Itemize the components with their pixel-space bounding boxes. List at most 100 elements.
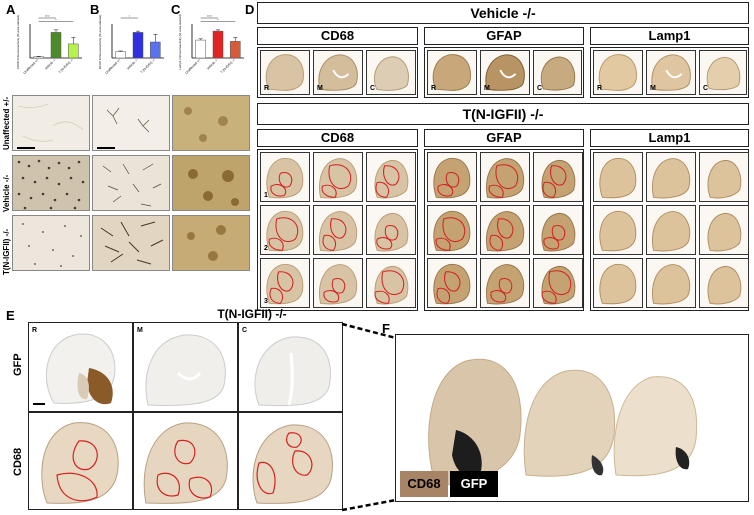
brain-tile: R: [593, 50, 643, 95]
scale-bar: [33, 403, 45, 405]
bar: [195, 39, 206, 59]
brain-tile: [593, 152, 643, 202]
brain-tile: [699, 205, 749, 255]
brain-tile: [313, 258, 363, 308]
panel-label-d: D: [245, 2, 255, 17]
panel-label-e: E: [6, 308, 15, 323]
mouse-number: 2: [264, 245, 268, 252]
tick-label: Unaffected +/-: [22, 58, 39, 75]
brain-tile: [593, 205, 643, 255]
tick-label: T (N-IGFII) -/-: [220, 58, 236, 74]
legend-cd68: CD68: [400, 471, 448, 497]
brain-tile: [366, 205, 416, 255]
brain-tile: M: [646, 50, 696, 95]
brain-tile: [480, 258, 530, 308]
legend-gfp: GFP: [450, 471, 498, 497]
bar: [50, 32, 62, 59]
d-tn-header: T(N-IGFII) -/-: [257, 103, 749, 125]
brain-tile: C: [699, 50, 747, 95]
brain-tile: 1: [260, 152, 310, 202]
significance-label: ****: [207, 15, 213, 19]
brain-tile: [699, 152, 749, 202]
e-cd68-m: [133, 412, 238, 510]
panel-label-a: A: [6, 2, 16, 17]
tick-label: T (N-IGFII) -/-: [140, 58, 156, 74]
bar: [230, 41, 241, 59]
micrograph-b-tn: [92, 215, 170, 271]
e-row-label-gfp: GFP: [12, 353, 24, 376]
e-row-label-cd68: CD68: [12, 447, 24, 476]
micrograph-a-tn: [12, 215, 90, 271]
significance-label: ****: [45, 15, 51, 19]
micrograph-c-unaffected: [172, 95, 250, 151]
d-vehicle-cd68-header: CD68: [257, 27, 418, 45]
brain-tile: [480, 152, 530, 202]
brain-tile: [646, 152, 696, 202]
bar: [212, 30, 224, 59]
e-cd68-c: [238, 412, 343, 510]
mouse-number: 3: [264, 298, 268, 305]
brain-tile: [366, 258, 416, 308]
brain-tile: [366, 152, 416, 202]
mouse-number: 1: [264, 192, 268, 199]
brain-tile: [480, 205, 530, 255]
significance-label: *: [217, 18, 219, 22]
tick-label: Vehicle -/-: [44, 58, 57, 71]
micrograph-b-unaffected: [92, 95, 170, 151]
bar: [150, 41, 161, 59]
chart-b: GFAP immunoreactivity (% area stained) Un…: [96, 14, 168, 86]
e-title: T(N-IGFII) -/-: [217, 307, 287, 321]
brain-tile: C: [366, 50, 416, 95]
tick-label: Vehicle -/-: [126, 58, 139, 71]
brain-tile: M: [480, 50, 530, 95]
bar: [33, 56, 44, 59]
brain-tile: [313, 205, 363, 255]
e-gfp-c: C: [238, 322, 343, 412]
row-label-vehicle: Vehicle -/-: [2, 174, 11, 212]
chart-a: CD68 immunoreactivity (% area stained) Un…: [14, 14, 86, 86]
brain-tile: R: [260, 50, 310, 95]
micrograph-a-unaffected: [12, 95, 90, 151]
tick-label: Unaffected +/-: [184, 58, 201, 75]
tick-label: T (N-IGFII) -/-: [58, 58, 74, 74]
bar: [132, 32, 144, 59]
row-label-tn: T(N-IGFII) -/-: [2, 228, 11, 275]
brain-tile: [427, 152, 477, 202]
micrograph-c-vehicle: [172, 155, 250, 211]
micrograph-a-vehicle: [12, 155, 90, 211]
bar: [68, 43, 79, 59]
brain-tile: R: [427, 50, 477, 95]
significance-label: *: [55, 18, 57, 22]
e-cd68-r: [28, 412, 133, 510]
d-tn-cd68-header: CD68: [257, 129, 418, 147]
d-vehicle-gfap-header: GFAP: [424, 27, 584, 45]
brain-tile: [427, 258, 477, 308]
tick-label: Vehicle -/-: [206, 58, 219, 71]
brain-tile: [533, 258, 583, 308]
brain-tile: [646, 258, 696, 308]
zoom-connector: [341, 322, 397, 512]
e-gfp-m: M: [133, 322, 238, 412]
chart-c: Lamp1 immunoreactivity (% area stained) U…: [176, 14, 248, 86]
row-label-unaffected: Unaffected +/-: [2, 96, 11, 150]
d-tn-gfap-header: GFAP: [424, 129, 584, 147]
brain-tile: 3: [260, 258, 310, 308]
brain-tile: C: [533, 50, 582, 95]
micrograph-b-vehicle: [92, 155, 170, 211]
brain-tile: [699, 258, 749, 308]
panel-label-c: C: [171, 2, 181, 17]
y-axis-label: GFAP immunoreactivity (% area stained): [98, 15, 102, 69]
brain-tile: M: [313, 50, 363, 95]
y-axis-label: CD68 immunoreactivity (% area stained): [16, 15, 20, 69]
brain-tile: [533, 152, 583, 202]
brain-tile: [533, 205, 583, 255]
bar: [115, 51, 126, 59]
significance-label: *: [129, 15, 131, 19]
panel-label-b: B: [90, 2, 100, 17]
f-panel: CD68 GFP: [395, 334, 749, 502]
d-tn-lamp1-header: Lamp1: [590, 129, 749, 147]
brain-tile: [593, 258, 643, 308]
brain-tile: [313, 152, 363, 202]
brain-tile: [646, 205, 696, 255]
d-vehicle-header: Vehicle -/-: [257, 2, 749, 24]
